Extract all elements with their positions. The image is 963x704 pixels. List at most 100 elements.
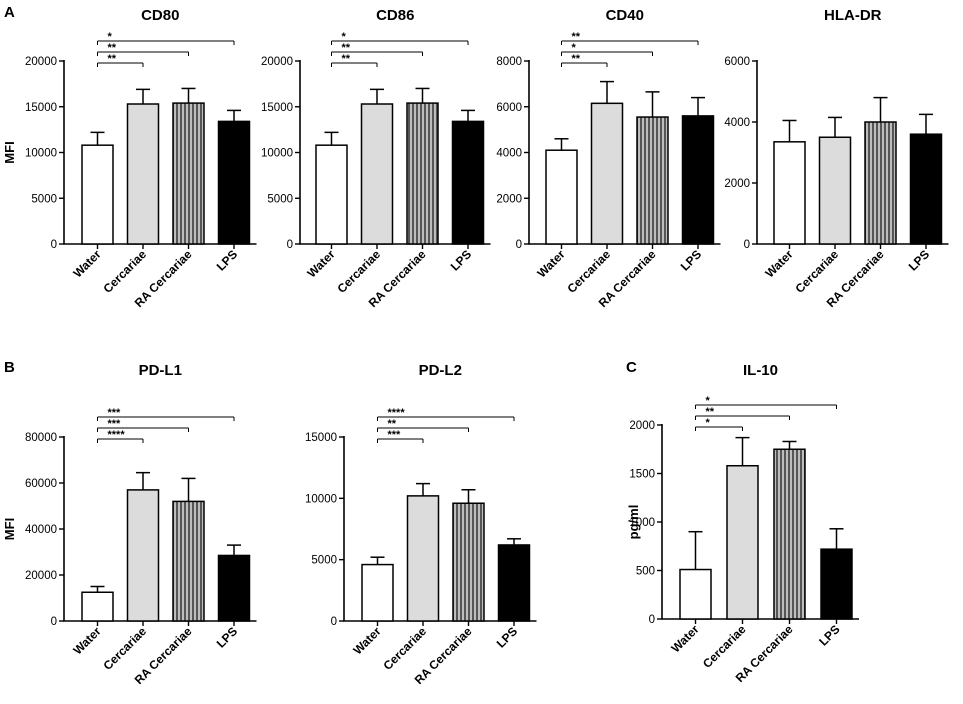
y-tick-label: 5000 (31, 193, 57, 205)
y-tick-label: 20000 (25, 56, 57, 68)
bar-water (679, 568, 712, 620)
y-tick-label: 0 (516, 239, 522, 251)
bar-cercariae (126, 489, 160, 622)
bar-lps (820, 548, 853, 620)
chart-title-pd-l1: PD-L1 (139, 362, 182, 379)
y-tick-label: 2000 (496, 193, 522, 205)
y-tick-label: 0 (744, 239, 750, 251)
bar-ra-cercariae (452, 502, 485, 622)
category-label-water: Water (70, 624, 103, 657)
bar-lps (217, 120, 251, 245)
bar-lps (681, 115, 715, 245)
significance-label: * (706, 417, 711, 429)
bar-cercariae (126, 103, 160, 245)
bar-water (361, 563, 394, 622)
significance-label: ** (342, 42, 351, 54)
category-label-water: Water (70, 247, 103, 280)
category-label-water: Water (762, 247, 795, 280)
bar-ra-cercariae (636, 116, 669, 245)
significance-label: * (706, 395, 711, 407)
y-tick-label: 0 (51, 616, 57, 628)
bar-ra-cercariae (172, 500, 205, 622)
bar-lps (909, 133, 943, 245)
category-label-water: Water (350, 624, 383, 657)
bar-ra-cercariae (172, 102, 205, 245)
y-tick-label: 4000 (724, 117, 750, 129)
y-tick-label: 15000 (305, 432, 337, 444)
category-label-lps: LPS (678, 247, 704, 273)
charts-layer: CD80MFI05000100001500020000WaterCercaria… (2, 7, 949, 687)
category-label-lps: LPS (906, 247, 932, 273)
category-label-cercariae: Cercariae (335, 247, 384, 296)
bar-cercariae (360, 103, 394, 245)
y-axis-label-pd-l1: MFI (2, 518, 17, 540)
y-tick-label: 10000 (25, 148, 57, 160)
y-tick-label: 2000 (629, 420, 655, 432)
chart-title-il-10: IL-10 (743, 362, 778, 379)
significance-label: ** (108, 53, 117, 65)
bar-ra-cercariae (864, 121, 897, 245)
y-tick-label: 5000 (311, 555, 337, 567)
significance-label: *** (388, 429, 402, 441)
y-tick-label: 2000 (724, 178, 750, 190)
bar-lps (217, 554, 251, 622)
significance-label: *** (108, 418, 122, 430)
bar-water (315, 144, 348, 245)
chart-pd-l1: PD-L1 MFI 0 20000 40000 60000 80000 WaterCercar… (2, 362, 257, 687)
chart-cd86: CD8605000100001500020000WaterCercariaeRA… (261, 7, 491, 310)
y-axis-label-il-10: pg/ml (626, 505, 641, 540)
y-tick-label: 80000 (25, 432, 57, 444)
y-tick-label: 1500 (629, 469, 655, 481)
category-label-water: Water (668, 622, 701, 655)
category-label-water: Water (534, 247, 567, 280)
category-label-lps: LPS (214, 624, 240, 650)
y-tick-label: 20000 (261, 56, 293, 68)
chart-title-cd86: CD86 (376, 7, 414, 24)
category-label-cercariae: Cercariae (793, 247, 842, 296)
y-tick-label: 0 (51, 239, 57, 251)
y-tick-label: 20000 (25, 570, 57, 582)
bar-water (545, 149, 578, 245)
significance-label: ** (572, 53, 581, 65)
significance-label: ** (706, 406, 715, 418)
bar-ra-cercariae (406, 102, 439, 245)
category-label-lps: LPS (494, 624, 520, 650)
y-tick-label: 500 (636, 566, 655, 578)
y-tick-label: 40000 (25, 524, 57, 536)
category-label-cercariae: Cercariae (101, 624, 150, 673)
y-axis-label-cd80: MFI (2, 141, 17, 163)
significance-label: *** (108, 407, 122, 419)
chart-il-10: IL-10 pg/ml 0 500 1000 1500 2000 WaterCercariae… (626, 362, 859, 685)
significance-label: * (572, 42, 577, 54)
y-tick-label: 10000 (261, 148, 293, 160)
category-label-lps: LPS (448, 247, 474, 273)
bar-cercariae (590, 102, 624, 245)
bar-water (81, 591, 114, 622)
category-label-lps: LPS (214, 247, 240, 273)
y-tick-label: 5000 (267, 193, 293, 205)
bar-water (81, 144, 114, 245)
y-tick-label: 0 (287, 239, 293, 251)
chart-cd80: CD80 MFI 0 5000 10000 15000 20000 WaterCercaria… (2, 7, 257, 310)
y-tick-label: 0 (331, 616, 337, 628)
significance-label: **** (388, 407, 406, 419)
bar-water (773, 141, 806, 245)
category-label-water: Water (304, 247, 337, 280)
category-label-cercariae: Cercariae (565, 247, 614, 296)
significance-label: * (342, 31, 347, 43)
bar-lps (497, 544, 531, 622)
chart-title-cd40: CD40 (606, 7, 644, 24)
chart-title-hla-dr: HLA-DR (824, 7, 882, 24)
bar-cercariae (726, 464, 759, 620)
y-tick-label: 15000 (25, 102, 57, 114)
panel-letter-c: C (626, 359, 637, 376)
significance-label: ** (388, 418, 397, 430)
significance-label: ** (572, 31, 581, 43)
category-label-cercariae: Cercariae (381, 624, 430, 673)
significance-label: **** (108, 429, 126, 441)
chart-title-pd-l2: PD-L2 (419, 362, 462, 379)
y-tick-label: 6000 (496, 102, 522, 114)
